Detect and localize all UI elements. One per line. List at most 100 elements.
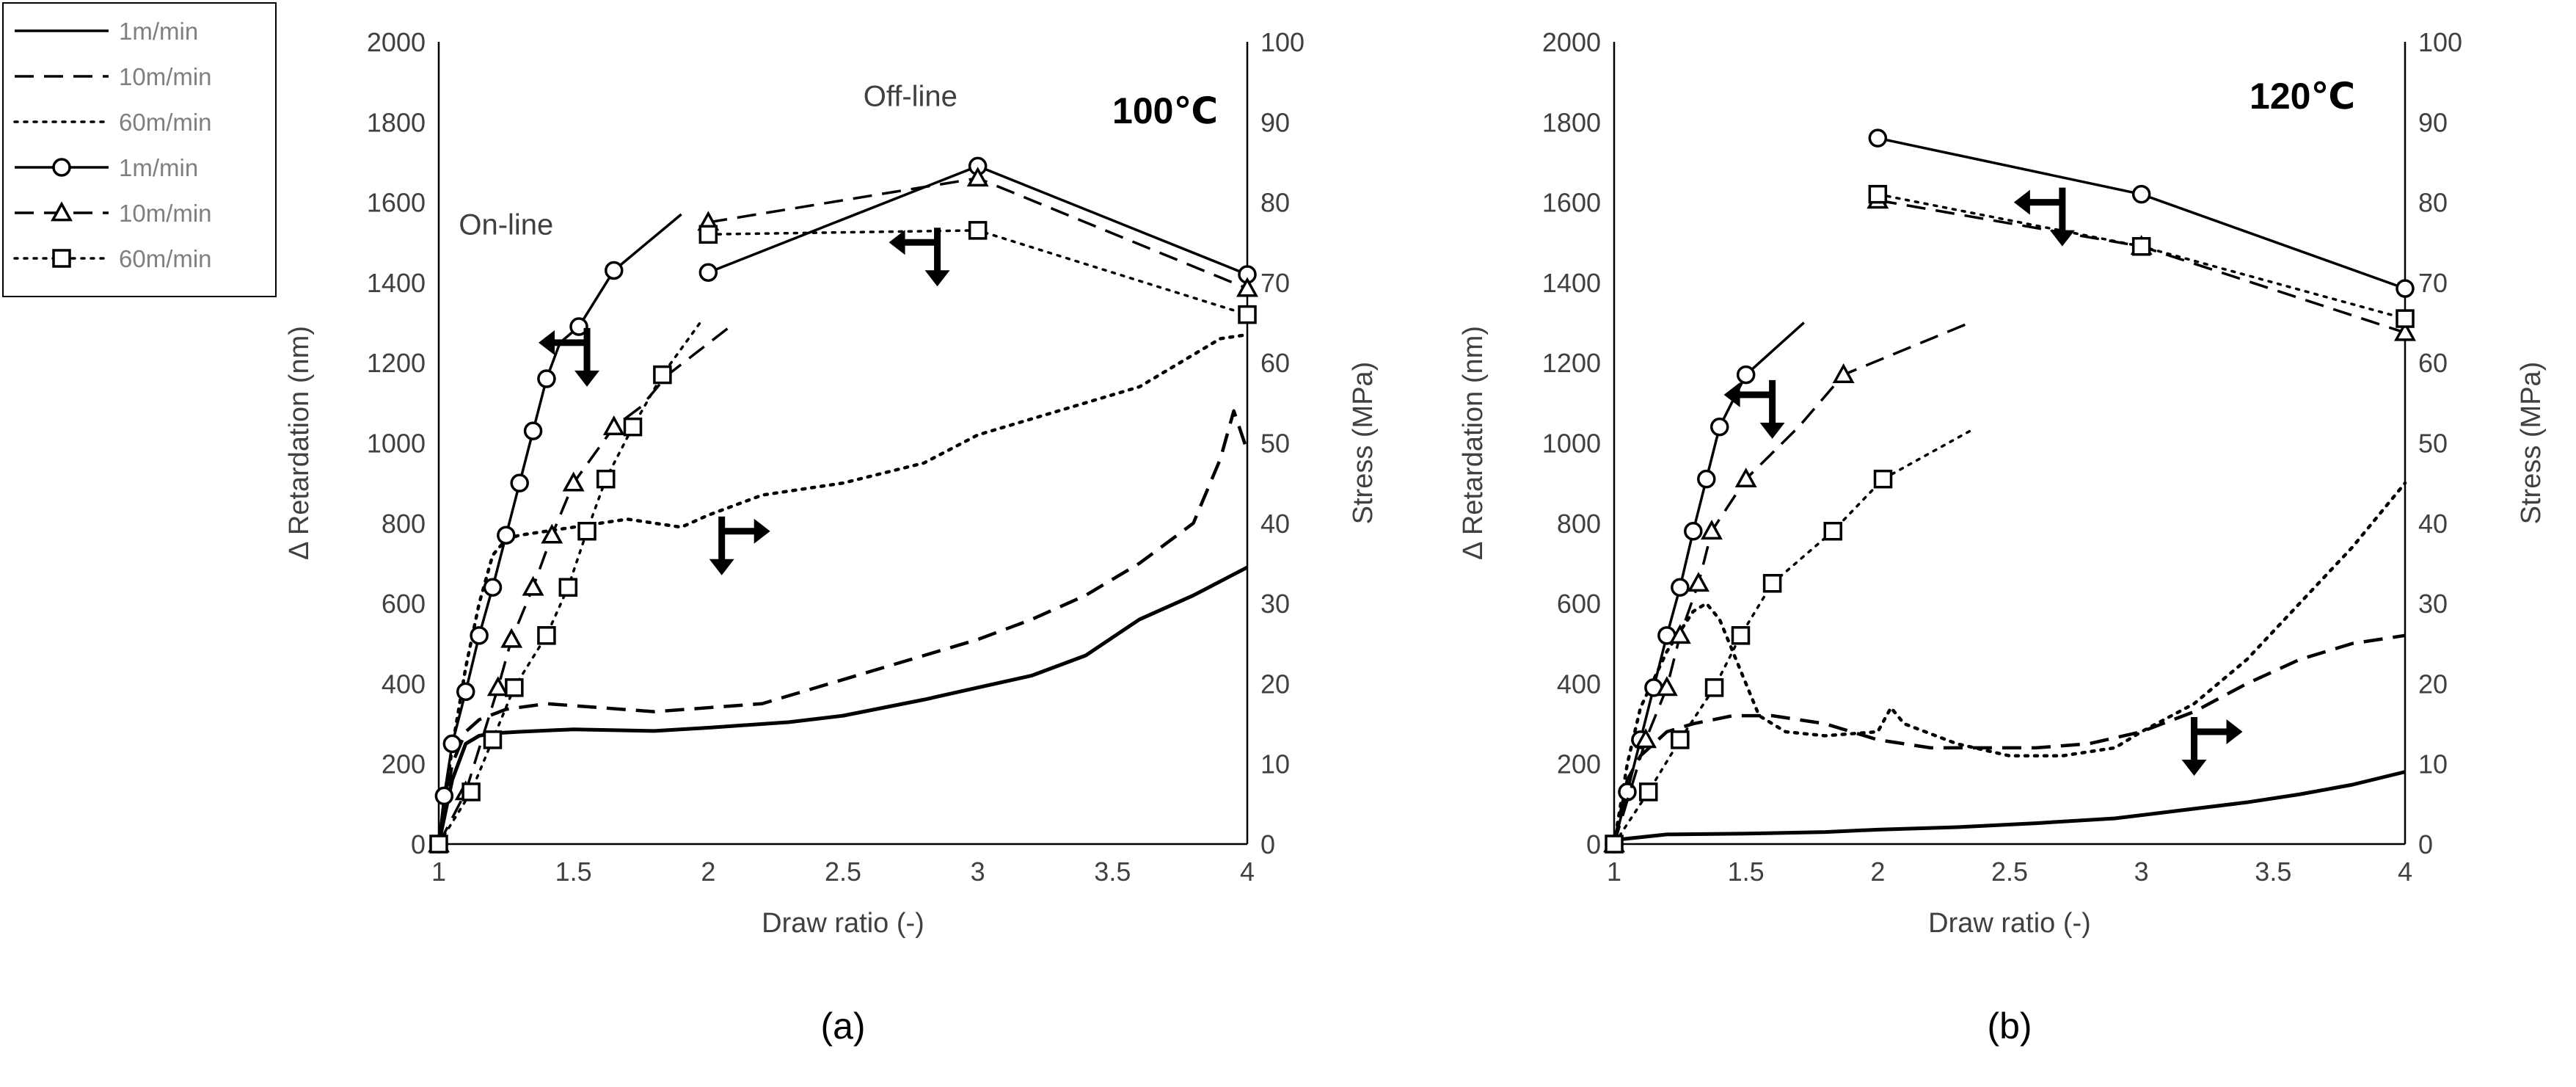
y-left-tick-label: 800 <box>382 509 426 539</box>
data-point-triangle <box>562 471 585 492</box>
retardation-line-on-line-1m-min <box>437 213 682 845</box>
data-point-square <box>2396 309 2415 328</box>
y-right-tick-label: 20 <box>1260 669 1290 699</box>
temperature-label: 100℃ <box>1112 90 1218 131</box>
data-point-triangle <box>1687 572 1710 592</box>
data-point-circle <box>2131 184 2151 204</box>
axis-arrow-0-head-v <box>574 370 600 387</box>
data-point-circle <box>434 786 454 806</box>
y-right-tick-label: 100 <box>2418 27 2462 57</box>
data-point-square <box>1704 678 1724 697</box>
y-left-tick-label: 200 <box>1557 749 1601 779</box>
data-point-triangle <box>486 676 509 697</box>
y-left-tick-label: 0 <box>1586 829 1601 859</box>
retardation-line-off-line-1m-min <box>1877 137 2406 290</box>
data-point-square <box>1731 626 1751 645</box>
axis-arrow-1 <box>889 228 950 287</box>
data-point-triangle <box>1734 468 1757 488</box>
y-right-tick-label: 0 <box>2418 829 2433 859</box>
legend-label-3: 1m/min <box>119 154 198 181</box>
x-tick-label: 1.5 <box>555 857 592 887</box>
y-right-tick-label: 0 <box>1260 829 1275 859</box>
data-point-circle <box>1684 521 1703 541</box>
y-axis-left-label: Δ Retardation (nm) <box>284 326 315 560</box>
data-point-square <box>461 782 481 801</box>
data-point-circle <box>2396 279 2415 298</box>
legend-marker-3 <box>52 158 71 177</box>
y-left-tick-label: 2000 <box>367 27 426 57</box>
data-point-triangle <box>1655 676 1678 697</box>
x-tick-label: 3 <box>2134 857 2149 887</box>
data-point-square <box>577 521 596 541</box>
axis-arrow-2-head-h <box>2226 719 2243 744</box>
x-axis-label: Draw ratio (-) <box>762 908 924 939</box>
data-point-circle <box>605 261 624 280</box>
y-left-tick-label: 1000 <box>1542 429 1601 459</box>
y-left-tick-label: 0 <box>411 829 426 859</box>
x-tick-label: 3.5 <box>1094 857 1131 887</box>
stress-line-1m-min <box>437 565 1249 845</box>
axis-arrow-2 <box>709 516 770 575</box>
y-left-tick-label: 800 <box>1557 509 1601 539</box>
x-axis-label: Draw ratio (-) <box>1928 908 2091 939</box>
data-point-square <box>537 626 556 645</box>
data-point-triangle <box>1832 363 1855 383</box>
x-tick-label: 1 <box>431 857 446 887</box>
stress-line-60m-min <box>437 332 1249 846</box>
y-axis-right-label: Stress (MPa) <box>2516 362 2547 525</box>
y-right-tick-label: 50 <box>1260 429 1290 459</box>
y-right-tick-label: 90 <box>1260 107 1290 137</box>
chart-panel-a: 1 1.5 2 2.5 3 3.5 4020040060080010001200140016… <box>284 27 1379 1047</box>
data-point-square <box>483 730 503 749</box>
y-right-tick-label: 70 <box>1260 268 1290 298</box>
data-point-square <box>1823 521 1842 541</box>
data-point-circle <box>1868 128 1888 148</box>
data-point-square <box>698 225 718 244</box>
retardation-line-off-line-10m-min <box>1878 199 2406 334</box>
data-point-square <box>1762 574 1782 593</box>
annotation-off-line: Off-line <box>864 80 957 112</box>
x-tick-label: 1 <box>1607 857 1621 887</box>
data-point-circle <box>456 682 475 702</box>
x-tick-label: 2 <box>1870 857 1885 887</box>
data-point-square <box>1873 469 1893 489</box>
y-right-tick-label: 50 <box>2418 429 2448 459</box>
data-point-square <box>1868 184 1888 204</box>
axis-arrow-1-head-h <box>2013 189 2030 215</box>
legend-label-2: 60m/min <box>119 109 212 136</box>
axis-arrow-1-head-v <box>924 270 950 287</box>
y-axis-right-label: Stress (MPa) <box>1348 362 1379 525</box>
data-point-circle <box>523 421 543 440</box>
y-left-tick-label: 200 <box>382 749 426 779</box>
data-point-triangle <box>1635 728 1657 749</box>
data-point-circle <box>537 369 556 388</box>
y-right-tick-label: 30 <box>1260 589 1290 619</box>
y-right-tick-label: 40 <box>1260 509 1290 539</box>
y-right-tick-label: 20 <box>2418 669 2448 699</box>
y-axis-left-label: Δ Retardation (nm) <box>1458 326 1489 560</box>
data-point-square <box>623 417 643 437</box>
y-left-tick-label: 600 <box>382 589 426 619</box>
axis-arrow-0-head-h <box>1723 382 1740 407</box>
axis-arrow-1-head-v <box>2049 230 2075 247</box>
data-point-circle <box>569 317 588 336</box>
annotation-on-line: On-line <box>459 208 553 241</box>
x-tick-label: 2 <box>701 857 715 887</box>
data-point-circle <box>497 526 516 545</box>
axis-arrow-0 <box>1723 379 1785 439</box>
data-point-triangle <box>1700 520 1723 540</box>
data-point-triangle <box>541 523 563 544</box>
y-left-tick-label: 1000 <box>367 429 426 459</box>
data-point-circle <box>510 473 529 492</box>
y-right-tick-label: 40 <box>2418 509 2448 539</box>
data-point-square <box>1671 730 1690 749</box>
data-point-circle <box>483 578 503 597</box>
data-point-circle <box>1710 417 1729 437</box>
axis-arrow-0-head-v <box>1759 422 1785 439</box>
data-point-circle <box>442 734 462 754</box>
y-right-tick-label: 30 <box>2418 589 2448 619</box>
y-right-tick-label: 70 <box>2418 268 2448 298</box>
data-point-square <box>1605 835 1624 854</box>
data-point-square <box>596 469 616 489</box>
y-left-tick-label: 1200 <box>1542 348 1601 378</box>
